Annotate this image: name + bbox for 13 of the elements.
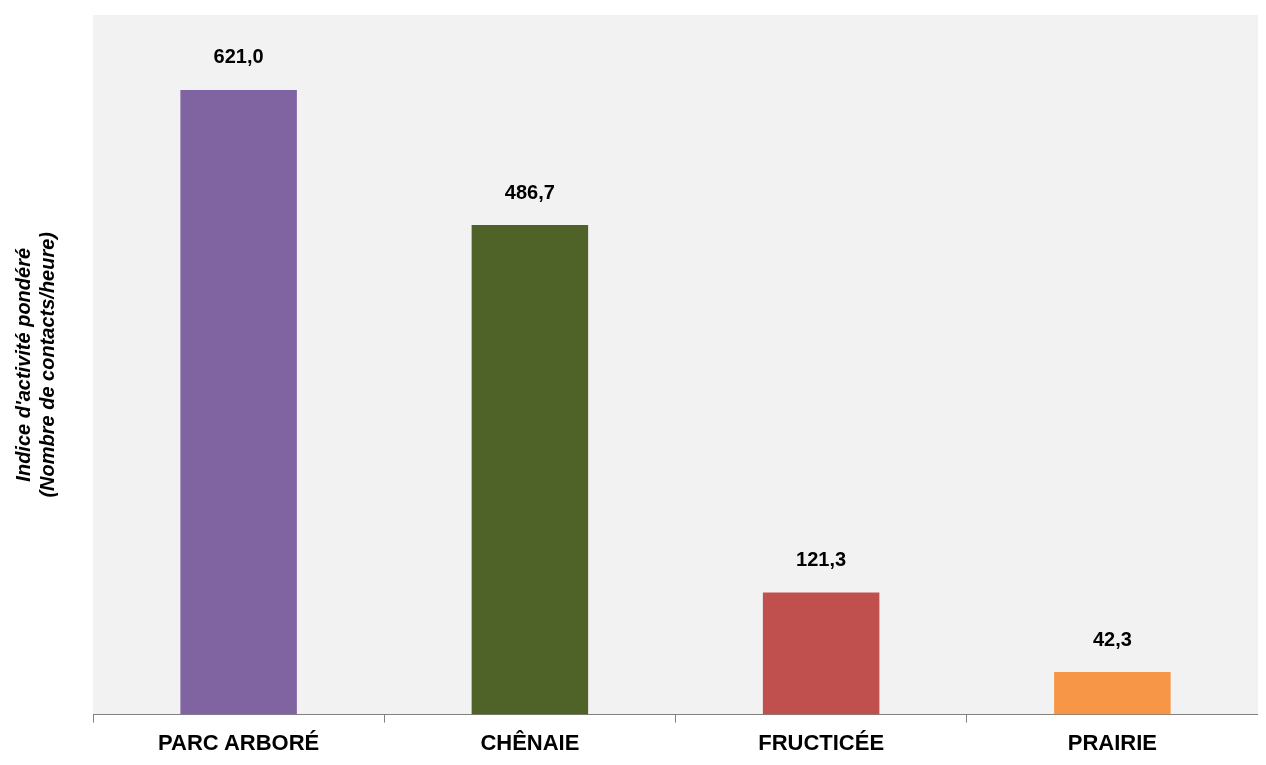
data-label: 621,0 [213, 45, 264, 68]
data-label: 42,3 [1092, 627, 1132, 650]
x-tick-label: PARC ARBORÉ [157, 729, 320, 755]
bar [1054, 672, 1171, 715]
bar [762, 592, 880, 715]
y-axis-title: Indice d'activité pondéré (Nombre de contacts/heure) [11, 231, 58, 498]
x-tick-label: CHÊNAIE [480, 729, 580, 755]
data-label: 121,3 [796, 548, 847, 571]
bar [180, 89, 297, 715]
data-label: 486,7 [504, 180, 555, 203]
bar [471, 225, 589, 715]
x-tick-label: FRUCTICÉE [758, 729, 885, 755]
x-tick-label: PRAIRIE [1067, 729, 1157, 755]
